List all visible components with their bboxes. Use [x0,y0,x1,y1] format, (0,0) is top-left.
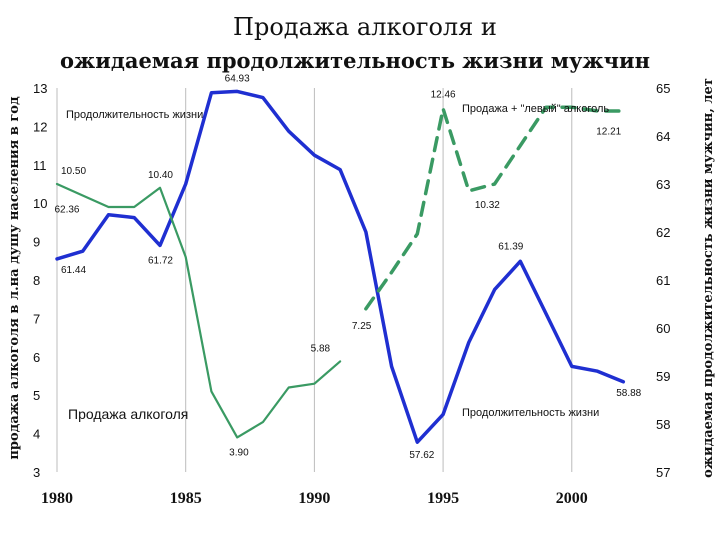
data-label: 7.25 [352,321,372,332]
data-label: 61.72 [148,255,173,266]
data-label: 10.50 [61,166,86,177]
right-axis-ticks: 57 58 59 60 61 62 63 64 65 [656,81,670,480]
series-lines [55,89,626,444]
left-tick-label: 13 [33,81,47,96]
data-label: 57.62 [409,450,434,461]
data-label: 62.36 [54,205,79,216]
x-tick-label: 1980 [41,490,73,507]
data-label: 5.88 [311,343,331,354]
right-tick-label: 57 [656,465,670,480]
right-tick-label: 59 [656,369,670,384]
right-tick-label: 65 [656,81,670,96]
data-label: 10.32 [475,200,500,211]
right-tick-label: 63 [656,177,670,192]
right-axis-title: ожидаемая продолжительность жизни мужчин… [701,78,716,478]
chart-subtitle: ожидаемая продолжительность жизни мужчин [60,48,650,73]
data-labels: 64.93 12.46 12.21 10.50 10.40 10.32 62.36 61.72… [54,73,641,461]
left-tick-label: 12 [33,119,47,134]
left-tick-label: 6 [33,350,40,365]
right-tick-label: 58 [656,417,670,432]
data-label: 64.93 [225,73,250,84]
left-tick-label: 9 [33,235,40,250]
left-tick-label: 11 [33,158,47,173]
right-tick-label: 61 [656,273,670,288]
x-tick-label: 1985 [170,490,202,507]
chart-title: Продажа алкоголя и [233,13,497,41]
right-tick-label: 62 [656,225,670,240]
label-life-upper: Продолжительность жизни [66,109,203,121]
left-tick-label: 3 [33,465,40,480]
left-tick-label: 10 [33,196,47,211]
left-tick-label: 7 [33,311,40,326]
left-axis-ticks: 3 4 5 6 7 8 9 10 11 12 13 [33,81,47,480]
right-tick-label: 60 [656,321,670,336]
series-line-life [55,89,626,444]
vertical-grid [56,88,573,472]
series-line-sales [55,182,342,439]
x-tick-label: 1990 [298,490,330,507]
label-sales-left: Продажа + "левый" алкоголь [462,103,609,115]
label-sales: Продажа алкоголя [68,406,188,422]
data-label: 12.21 [596,126,621,137]
data-label: 3.90 [229,447,249,458]
data-label: 61.44 [61,265,86,276]
left-tick-label: 4 [33,427,40,442]
left-tick-label: 5 [33,388,40,403]
label-life-lower: Продолжительность жизни [462,407,599,419]
right-tick-label: 64 [656,129,670,144]
x-tick-label: 1995 [427,490,459,507]
data-label: 12.46 [431,90,456,101]
data-label: 10.40 [148,170,173,181]
left-axis-title: продажа алкоголя в л.на душу населения в… [7,96,22,460]
data-label: 58.88 [616,388,641,399]
x-tick-label: 2000 [556,490,588,507]
x-axis-ticks: 1980 1985 1990 1995 2000 [41,490,588,507]
data-label: 61.39 [498,241,523,252]
left-tick-label: 8 [33,273,40,288]
series-line-sales_left [364,105,626,311]
